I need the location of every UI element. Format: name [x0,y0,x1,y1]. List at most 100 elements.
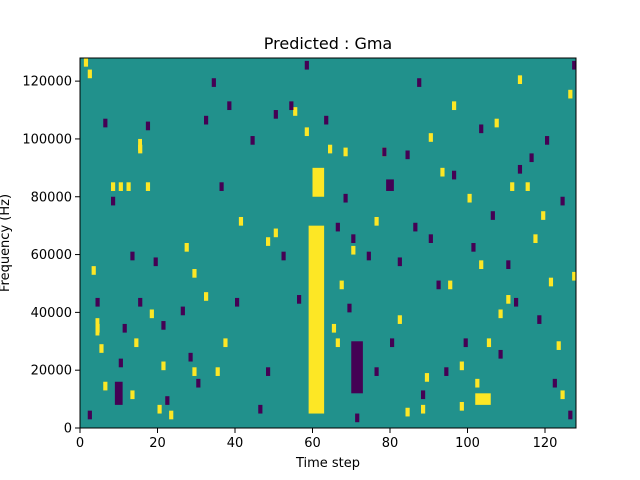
heatmap-cell-low-47 [463,338,468,348]
heatmap-cell-high-46 [467,193,472,203]
heatmap-cell-low-20 [250,136,255,145]
heatmap-cell-high-54 [517,75,523,85]
heatmap-cell-low-33 [355,413,360,423]
heatmap-cell-low-3 [111,196,116,206]
x-tick-label-6: 120 [533,436,558,451]
heatmap-cell-low-0 [87,410,92,420]
heatmap-cell-low-22 [266,367,271,376]
heatmap-cell-high-57 [541,211,546,220]
heatmap-cell-low-42 [421,390,426,400]
x-tick-label-5: 100 [455,436,480,451]
heatmap-cell-low-12 [180,306,185,316]
heatmap-cell-low-52 [506,260,511,270]
heatmap-cell-low-41 [417,78,422,87]
heatmap-cell-high-51 [498,309,503,319]
heatmap-cell-high-11 [138,144,143,154]
heatmap-cell-high-55 [525,182,530,191]
heatmap-cell-low-2 [103,118,108,128]
heatmap-cell-low-54 [517,164,523,174]
heatmap-cell-high-37 [405,407,410,417]
heatmap-cell-high-13 [149,309,154,319]
heatmap-band-2 [351,341,363,394]
heatmap-cell-low-30 [343,193,348,203]
heatmap-cell-high-9 [130,390,135,400]
heatmap-cell-high-45 [459,361,464,371]
heatmap-cell-low-36 [382,147,387,157]
heatmap-cell-high-30 [335,338,340,348]
heatmap-cell-low-28 [324,115,329,125]
heatmap-cell-low-25 [289,101,294,111]
heatmap-cell-high-33 [351,245,356,255]
heatmap-cell-high-36 [397,315,402,324]
heatmap-band-1 [312,167,325,197]
heatmap-cell-high-0 [83,58,89,67]
heatmap-cell-low-18 [227,101,232,111]
y-tick-label-3: 60000 [31,248,72,263]
heatmap-cell-high-32 [343,147,348,157]
heatmap-cell-low-40 [413,222,418,232]
heatmap-cell-high-48 [479,260,484,270]
heatmap-cell-low-49 [479,124,484,134]
heatmap-cell-low-15 [204,115,209,125]
heatmap-band-4 [114,381,123,405]
heatmap-cell-high-61 [568,89,573,99]
heatmap-cell-high-60 [560,390,565,400]
y-tick-label-4: 80000 [31,190,72,205]
heatmap-cell-low-59 [560,196,565,206]
heatmap-cell-high-21 [215,367,220,376]
heatmap-cell-low-5 [122,323,127,333]
heatmap-cell-high-34 [374,216,379,226]
heatmap-cell-low-57 [545,136,550,145]
heatmap-cell-high-59 [556,341,561,350]
heatmap-cell-low-35 [374,367,379,376]
heatmap-cell-high-40 [428,133,433,142]
x-tick-label-2: 40 [227,436,244,451]
heatmap-cell-high-47 [475,378,480,388]
heatmap-cell-high-18 [192,367,197,376]
heatmap-cell-high-16 [169,410,174,420]
heatmap-cell-low-8 [145,121,151,131]
heatmap-band-3 [386,179,394,191]
heatmap-cell-low-56 [537,315,542,324]
heatmap-band-0 [308,225,325,414]
heatmap-cell-low-50 [490,211,495,220]
heatmap-cell-low-44 [436,280,441,290]
y-tick-label-1: 20000 [31,364,72,379]
heatmap-cell-high-6 [111,182,116,191]
heatmap-cell-low-7 [138,297,143,307]
heatmap-cell-high-22 [223,338,228,348]
heatmap-cell-low-26 [297,295,302,304]
y-tick-label-2: 40000 [31,306,72,321]
heatmap-cell-high-50 [494,118,499,128]
heatmap-cell-low-21 [258,404,263,414]
heatmap-cell-high-62 [572,271,577,281]
heatmap-cell-low-4 [118,358,123,368]
x-axis-label: Time step [295,456,360,471]
heatmap-cell-low-61 [572,60,577,70]
plot-frame [79,57,577,429]
heatmap-cell-high-29 [331,323,337,333]
heatmap-cell-high-23 [238,216,244,226]
heatmap-cell-low-55 [529,153,534,163]
heatmap-cell-high-17 [184,243,189,252]
heatmap-cell-low-46 [452,170,457,180]
heatmap-cell-low-10 [161,321,166,330]
heatmap-cell-high-52 [506,295,511,304]
heatmap-cell-high-7 [118,182,123,191]
y-tick-label-5: 100000 [22,132,72,147]
heatmap-cell-low-27 [304,60,309,70]
heatmap-cell-low-51 [498,349,503,359]
heatmap-cell-high-39 [424,373,430,382]
heatmap-cell-high-2 [91,266,96,275]
heatmap-cell-high-14 [157,404,162,414]
heatmap-cell-high-53 [510,182,515,191]
heatmap-cell-low-1 [95,297,100,307]
heatmap-cell-low-23 [273,110,278,119]
heatmap-cell-high-24 [266,237,271,246]
heatmap-cell-high-44 [459,401,464,411]
heatmap-cell-low-13 [188,352,193,362]
heatmap-cell-high-49 [486,338,492,348]
heatmap-cell-low-17 [219,182,224,191]
heatmap-cell-low-6 [130,251,135,261]
